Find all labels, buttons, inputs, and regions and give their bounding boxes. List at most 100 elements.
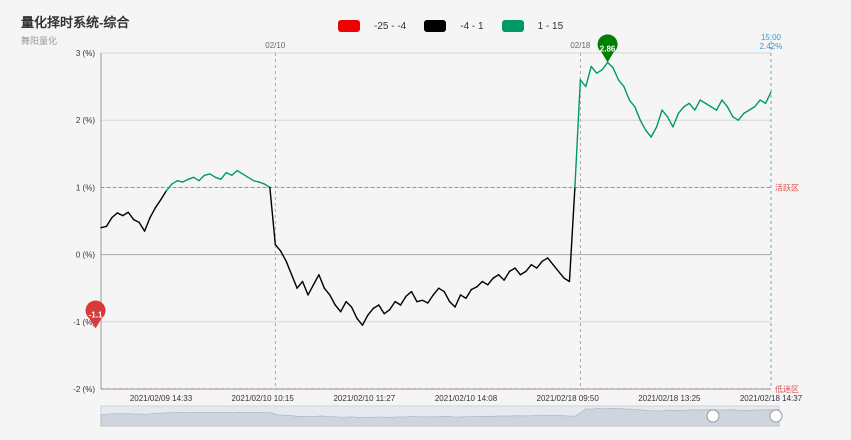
- series-segment: [481, 280, 489, 286]
- legend-swatch-low: [338, 20, 360, 32]
- series-segment: [601, 61, 609, 71]
- series-segment: [274, 243, 282, 252]
- series-segment: [541, 257, 549, 263]
- zoom-handle-right[interactable]: [769, 409, 783, 423]
- series-segment: [225, 171, 233, 177]
- series-segment: [448, 300, 456, 308]
- series-segment: [737, 112, 745, 121]
- series-segment: [764, 91, 772, 105]
- x-tick-label: 2021/02/18 09:50: [537, 394, 600, 403]
- series-segment: [743, 109, 750, 115]
- series-segment: [339, 300, 347, 313]
- x-tick-label: 2021/02/18 13:25: [638, 394, 701, 403]
- series-segment: [269, 186, 277, 246]
- series-segment: [405, 290, 413, 297]
- series-segment: [617, 79, 625, 88]
- y-tick-label: 0 (%): [76, 251, 95, 260]
- series-segment: [519, 270, 527, 276]
- series-segment: [280, 250, 287, 263]
- series-segment: [525, 263, 533, 273]
- series-segment: [753, 99, 761, 108]
- series-segment: [438, 287, 445, 293]
- max-marker-pin: [597, 34, 618, 63]
- legend-item-low[interactable]: -25 - -4: [338, 20, 406, 32]
- series-segment: [470, 286, 478, 291]
- series-segment: [639, 119, 647, 131]
- series-segment: [187, 176, 195, 181]
- series-segment: [645, 129, 652, 138]
- legend-label-mid: -4 - 1: [460, 20, 484, 32]
- series-segment: [372, 304, 380, 310]
- series-segment: [356, 317, 364, 326]
- series-segment: [574, 79, 582, 189]
- series-segment: [552, 263, 560, 273]
- series-segment: [514, 267, 522, 276]
- series-segment: [383, 309, 391, 315]
- series-segment: [138, 221, 146, 232]
- legend-item-mid[interactable]: -4 - 1: [424, 20, 484, 32]
- series-segment: [296, 280, 304, 289]
- series-segment: [165, 183, 173, 192]
- legend-label-low: -25 - -4: [374, 20, 407, 32]
- series-segment: [307, 284, 315, 296]
- series-segment: [568, 186, 576, 283]
- series-segment: [290, 274, 298, 289]
- series-segment: [378, 304, 385, 315]
- series-segment: [732, 116, 740, 121]
- series-segment: [203, 173, 211, 177]
- series-segment: [361, 314, 369, 326]
- series-segment: [492, 274, 500, 279]
- series-segment: [214, 176, 222, 181]
- y-tick-label: 2 (%): [76, 116, 95, 125]
- series-segment: [334, 304, 342, 313]
- series-segment: [241, 173, 249, 179]
- series-segment: [595, 69, 603, 74]
- series-segment: [399, 295, 407, 306]
- series-segment: [263, 183, 271, 189]
- min-marker-label: -1.1: [89, 311, 103, 320]
- series-segment: [677, 106, 685, 115]
- series-segment: [388, 300, 396, 311]
- series-segment: [465, 288, 473, 299]
- series-segment: [171, 179, 178, 185]
- series-segment: [350, 306, 358, 320]
- series-segment: [182, 178, 189, 183]
- series-segment: [694, 99, 701, 111]
- threshold-label: 低迷区: [775, 384, 799, 394]
- series-segment: [323, 287, 331, 296]
- series-segment: [683, 102, 690, 108]
- series-segment: [160, 190, 168, 201]
- cursor-time: 15:00: [761, 33, 782, 42]
- series-segment: [557, 270, 565, 279]
- zoom-handle-left[interactable]: [706, 409, 720, 423]
- series-segment: [536, 260, 543, 269]
- series-segment: [231, 169, 238, 177]
- series-segment: [704, 102, 712, 108]
- min-marker-pin: [85, 300, 106, 329]
- series-segment: [563, 277, 571, 283]
- threshold-label: 活跃区: [775, 182, 799, 192]
- series-segment: [650, 126, 658, 138]
- y-tick-label: 1 (%): [76, 183, 95, 192]
- series-segment: [312, 274, 320, 286]
- series-segment: [176, 179, 184, 183]
- series-segment: [623, 85, 631, 101]
- x-tick-label: 2021/02/10 14:08: [435, 394, 498, 403]
- series-segment: [198, 174, 206, 182]
- series-segment: [318, 274, 326, 289]
- series-segment: [116, 212, 124, 217]
- series-segment: [122, 211, 129, 217]
- series-segment: [508, 267, 516, 273]
- series-segment: [236, 169, 244, 175]
- max-marker-label: 2.86: [600, 44, 616, 53]
- day-marker-label: 02/18: [570, 41, 591, 50]
- y-tick-label: -1 (%): [73, 318, 95, 327]
- series-segment: [421, 299, 429, 304]
- legend-item-high[interactable]: 1 - 15: [501, 20, 563, 32]
- cursor-value: 2.42%: [760, 42, 783, 51]
- series-segment: [432, 287, 440, 296]
- series-segment: [427, 294, 434, 304]
- legend-swatch-mid: [424, 20, 447, 32]
- series-segment: [748, 106, 756, 111]
- series-segment: [416, 299, 424, 303]
